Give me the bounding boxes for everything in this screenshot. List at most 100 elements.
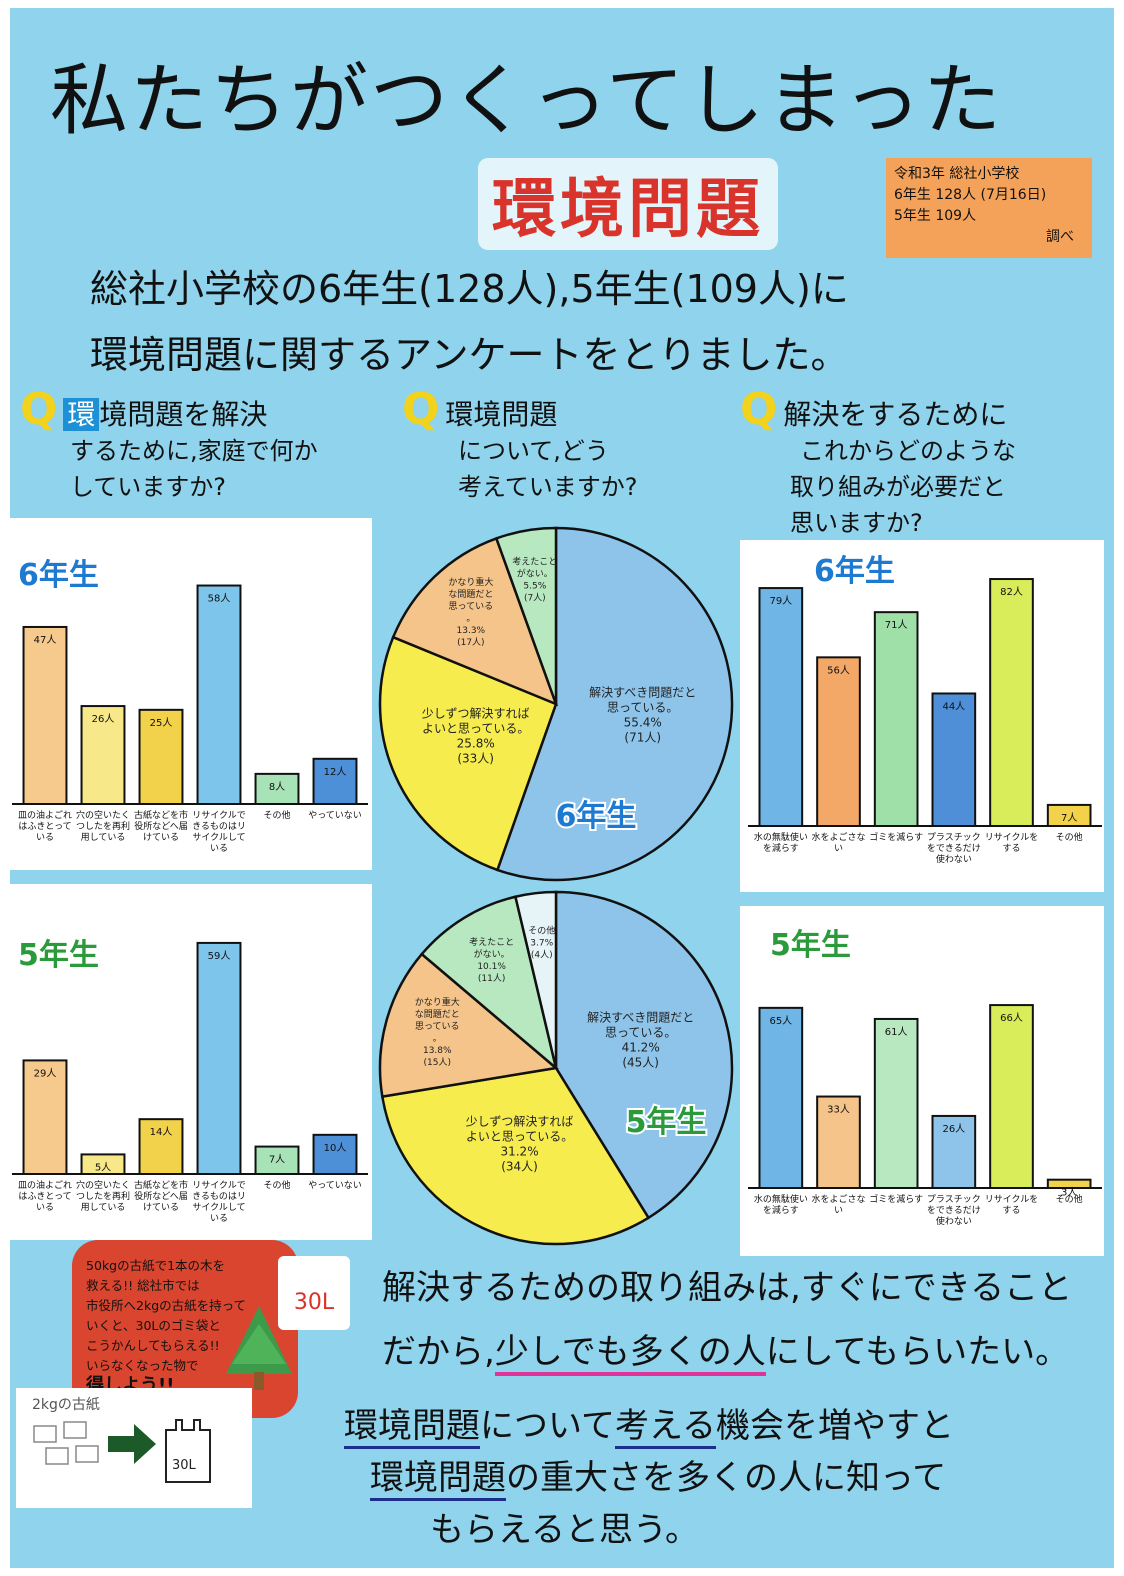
bar [989, 1004, 1034, 1190]
bar-value-label: 82人 [1000, 586, 1023, 598]
bar-panel-q3-grade6: 6年生 79人 水の無駄使いを減らす 56人 水をよごさない 71人 ゴミを減らす 44人プ… [740, 540, 1104, 892]
bar-value-label: 14人 [150, 1126, 173, 1138]
bar-value-label: 65人 [769, 1015, 792, 1027]
bar-value-label: 61人 [885, 1026, 908, 1038]
category-label: プラスチックをできるだけ使わない [927, 1194, 981, 1227]
category-label: 古紙などを市役所などへ届けている [134, 809, 188, 843]
category-label: その他 [1056, 831, 1083, 843]
bar [196, 584, 242, 805]
question-line: 境問題を解決 [99, 398, 268, 431]
category-label: プラスチックをできるだけ使わない [927, 832, 981, 865]
question-line: 思いますか? [790, 509, 923, 537]
pie-slice-label: 解決すべき問題だと思っている。 41.2% (45人) [587, 1010, 694, 1069]
grade-label: 5年生 [770, 928, 851, 963]
category-label: ゴミを減らす [869, 1193, 923, 1205]
poster: 私たちがつくってしまった 環境問題 令和3年 総社小学校 6年生 128人 (7… [10, 8, 1114, 1568]
conclusion-line-2: だから,少しでも多くの人にしてもらいたい。 [382, 1324, 1070, 1376]
final-emphasis: 考える [614, 1406, 716, 1449]
bar [758, 1006, 804, 1189]
category-label: リサイクルをする [985, 832, 1039, 854]
question-line: していますか? [70, 473, 227, 501]
bar-value-label: 7人 [269, 1154, 285, 1166]
pie-slice [378, 952, 559, 1099]
bar [816, 1095, 861, 1190]
category-label: リサイクルできるものはリサイクルしている [192, 810, 246, 854]
category-label: リサイクルをする [985, 1194, 1039, 1216]
bar [22, 1059, 68, 1176]
question-mark: Q [740, 384, 778, 435]
pie-grade-label: 5年生 [626, 1105, 707, 1140]
category-label: 水の無駄使いを減らす [754, 1193, 808, 1216]
intro-line-2: 環境問題に関するアンケートをとりました。 [90, 333, 849, 377]
bar [80, 705, 126, 805]
category-label: 穴の空いたくつしたを再利用している [76, 809, 130, 843]
bar-value-label: 26人 [942, 1123, 965, 1135]
bar [312, 757, 358, 806]
garbage-bag-icon: 30L [278, 1256, 350, 1330]
question-line: について,どう [458, 437, 609, 465]
survey-info-line: 5年生 109人 [894, 208, 977, 224]
bar [312, 1133, 358, 1175]
conclusion-emphasis: 少しでも多くの人 [494, 1332, 766, 1376]
survey-info-line: 6年生 128人 (7月16日) [894, 187, 1047, 203]
bar [758, 587, 804, 827]
grade-label: 6年生 [18, 558, 99, 593]
bar [1046, 803, 1092, 827]
bar [80, 1153, 126, 1175]
pie-slice-label: 解決すべき問題だと思っている。 55.4% (71人) [589, 685, 696, 744]
category-label: 皿の油よごれはふきとっている [18, 1179, 72, 1213]
pie-slice-label: 少しずつ解決すればよいと思っている。 31.2% (34人) [466, 1115, 574, 1174]
bar [254, 1145, 300, 1176]
bar-value-label: 71人 [885, 619, 908, 631]
paper-stack-icon [33, 1421, 99, 1465]
category-label: リサイクルできるものはリサイクルしている [192, 1180, 246, 1224]
category-label: 穴の空いたくつしたを再利用している [76, 1179, 130, 1213]
pie-slice-label: かなり重大な問題だと思っている。 13.8% (15人) [415, 996, 460, 1068]
bar-panel-q3-grade5: 5年生 65人 水の無駄使いを減らす 33人 水をよごさない 61人 ゴミを減らす 26人プ… [740, 906, 1104, 1256]
survey-info-box: 令和3年 総社小学校 6年生 128人 (7月16日) 5年生 109人 調べ [886, 158, 1092, 258]
category-label: その他 [263, 809, 290, 821]
question-mark: Q [20, 384, 58, 435]
pie-slice [420, 895, 559, 1072]
category-label: 皿の油よごれはふきとっている [18, 809, 72, 843]
question-line: 考えていますか? [458, 473, 638, 501]
question-line: 取り組みが必要だと [790, 473, 1006, 501]
pie-chart-grade5: 解決すべき問題だと思っている。 41.2% (45人)少しずつ解決すればよいと思って… [378, 890, 734, 1246]
bar [873, 1017, 919, 1189]
pie-grade-label: 6年生 [556, 799, 637, 834]
conclusion-text: にしてもらいたい。 [765, 1332, 1070, 1372]
final-line-3: もらえると思う。 [430, 1510, 699, 1550]
exchange-diagram: 2kgの古紙 30L [16, 1388, 252, 1508]
bar [989, 578, 1034, 827]
category-label: 古紙などを市役所などへ届けている [134, 1179, 188, 1213]
bar [196, 941, 242, 1175]
survey-info-line: 調べ [1046, 229, 1074, 245]
tree-icon [226, 1306, 292, 1390]
conclusion-line-1: 解決するための取り組みは,すぐにできること [382, 1268, 1073, 1308]
bar-value-label: 8人 [269, 781, 285, 793]
final-emphasis: 環境問題 [344, 1406, 480, 1449]
grade-label: 5年生 [18, 938, 99, 973]
final-line-2: 環境問題の重大さを多くの人に知って [370, 1450, 946, 1501]
category-label: その他 [263, 1179, 290, 1191]
bar-value-label: 79人 [769, 595, 792, 607]
bar-value-label: 10人 [324, 1142, 347, 1154]
diagram-bag-label: 30L [172, 1458, 196, 1473]
bar-value-label: 66人 [1000, 1012, 1023, 1024]
pie-slice-label: 考えたことがない。 10.1% (11人) [469, 937, 514, 984]
note-line: 救える!! 総社市では [86, 1278, 200, 1293]
page-title: 私たちがつくってしまった [50, 56, 1003, 146]
bar [816, 656, 861, 828]
bar-value-label: 59人 [208, 950, 231, 962]
pie-slice [513, 890, 558, 1069]
question-line: 環境問題 [445, 398, 558, 431]
question-line: 解決をするために [783, 398, 1008, 431]
final-text: について [480, 1406, 615, 1446]
bar-value-label: 3人 [1061, 1187, 1077, 1199]
bar-value-label: 7人 [1061, 812, 1077, 824]
bar-value-label: 33人 [827, 1104, 850, 1116]
pie-slice [391, 536, 559, 707]
